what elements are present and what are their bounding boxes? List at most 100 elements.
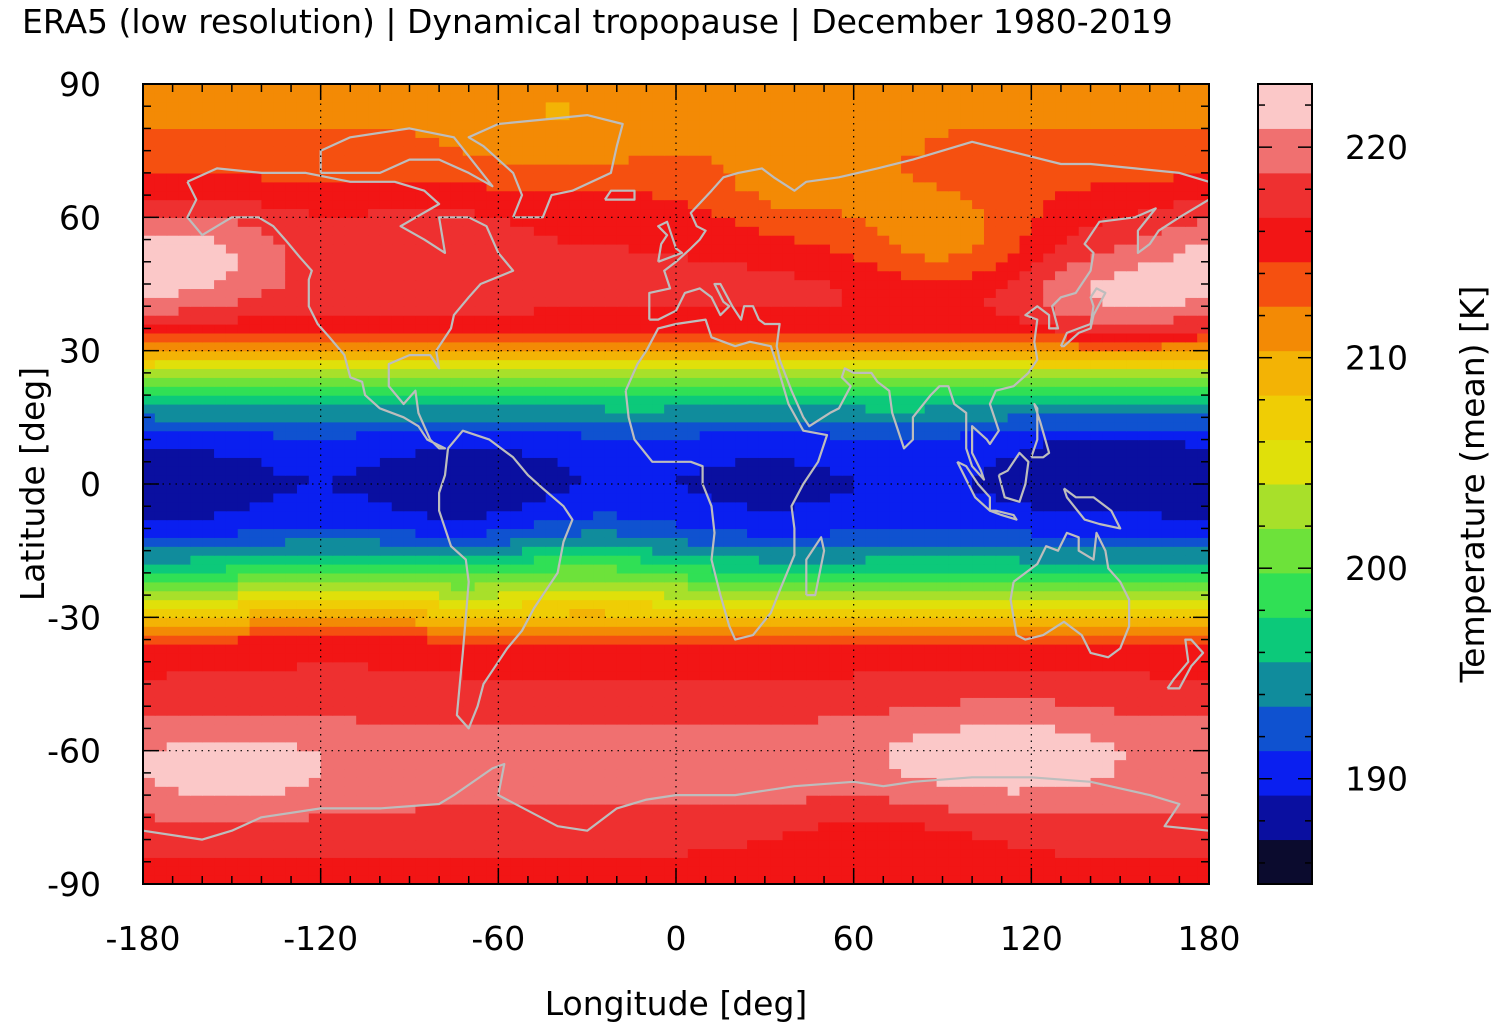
- field-cell: [273, 475, 286, 485]
- field-cell: [533, 519, 547, 530]
- field-cell: [533, 572, 547, 583]
- field-cell: [640, 537, 653, 547]
- field-cell: [841, 652, 855, 663]
- field-cell: [439, 821, 452, 832]
- field-cell: [415, 510, 428, 521]
- field-cell: [190, 404, 203, 414]
- field-cell: [593, 457, 606, 467]
- field-cell: [723, 608, 736, 618]
- field-cell: [439, 599, 452, 610]
- field-cell: [640, 652, 653, 663]
- field-cell: [972, 466, 985, 476]
- field-cell: [1031, 617, 1044, 627]
- field-cell: [936, 724, 950, 734]
- field-cell: [320, 679, 334, 690]
- field-cell: [664, 830, 677, 841]
- field-cell: [865, 679, 878, 690]
- field-cell: [983, 564, 997, 574]
- field-cell: [214, 635, 227, 645]
- field-cell: [522, 804, 535, 814]
- field-cell: [403, 626, 417, 636]
- field-cell: [1185, 439, 1198, 450]
- field-cell: [569, 706, 582, 716]
- field-cell: [735, 430, 748, 441]
- field-cell: [1149, 590, 1163, 601]
- field-cell: [202, 537, 215, 547]
- field-cell: [427, 528, 440, 538]
- field-cell: [510, 839, 523, 850]
- field-cell: [1137, 635, 1151, 645]
- field-cell: [818, 661, 831, 672]
- field-cell: [747, 457, 760, 467]
- field-cell: [569, 795, 582, 805]
- field-cell: [1114, 759, 1127, 770]
- field-cell: [143, 652, 156, 663]
- field-cell: [296, 732, 310, 743]
- field-cell: [581, 581, 594, 592]
- field-cell: [332, 652, 345, 663]
- field-cell: [983, 510, 997, 521]
- field-cell: [747, 475, 760, 485]
- field-cell: [403, 590, 417, 601]
- field-cell: [225, 848, 239, 858]
- field-cell: [1126, 795, 1139, 805]
- field-cell: [427, 661, 440, 672]
- field-cell: [379, 875, 393, 885]
- field-cell: [273, 750, 286, 761]
- field-cell: [498, 644, 511, 654]
- field-cell: [462, 866, 476, 876]
- field-cell: [237, 697, 251, 707]
- field-cell: [308, 697, 322, 707]
- field-cell: [889, 439, 902, 450]
- field-cell: [498, 635, 511, 645]
- field-cell: [557, 848, 570, 858]
- field-cell: [1007, 706, 1021, 716]
- field-cell: [972, 412, 985, 423]
- field-cell: [202, 635, 215, 645]
- field-cell: [498, 590, 511, 601]
- field-cell: [581, 599, 594, 610]
- field-cell: [190, 866, 203, 876]
- field-cell: [995, 741, 1009, 752]
- field-cell: [735, 679, 748, 690]
- field-cell: [1019, 839, 1032, 850]
- field-cell: [214, 741, 227, 752]
- field-cell: [166, 537, 180, 547]
- field-cell: [332, 412, 345, 423]
- field-cell: [569, 466, 582, 476]
- field-cell: [1126, 448, 1139, 458]
- field-cell: [403, 661, 417, 672]
- field-cell: [545, 812, 559, 823]
- field-cell: [806, 777, 819, 787]
- field-cell: [308, 644, 322, 654]
- field-cell: [450, 804, 464, 814]
- field-cell: [154, 635, 168, 645]
- field-cell: [569, 528, 582, 538]
- field-cell: [735, 839, 748, 850]
- field-cell: [616, 475, 630, 485]
- field-cell: [498, 688, 511, 698]
- field-cell: [829, 475, 843, 485]
- field-cell: [533, 510, 547, 521]
- field-cell: [427, 732, 440, 743]
- field-cell: [356, 510, 369, 521]
- field-cell: [687, 421, 701, 432]
- field-cell: [439, 501, 452, 512]
- field-cell: [533, 617, 547, 627]
- field-cell: [1126, 857, 1139, 867]
- field-cell: [723, 688, 736, 698]
- field-cell: [794, 475, 807, 485]
- field-cell: [841, 830, 855, 841]
- field-cell: [794, 590, 807, 601]
- field-cell: [652, 759, 665, 770]
- field-cell: [983, 759, 997, 770]
- field-cell: [1102, 457, 1115, 467]
- field-cell: [924, 457, 938, 467]
- field-cell: [676, 448, 689, 458]
- field-cell: [178, 404, 191, 414]
- field-cell: [403, 537, 417, 547]
- field-cell: [581, 466, 594, 476]
- field-cell: [332, 759, 345, 770]
- field-cell: [214, 599, 227, 610]
- field-cell: [1197, 848, 1210, 858]
